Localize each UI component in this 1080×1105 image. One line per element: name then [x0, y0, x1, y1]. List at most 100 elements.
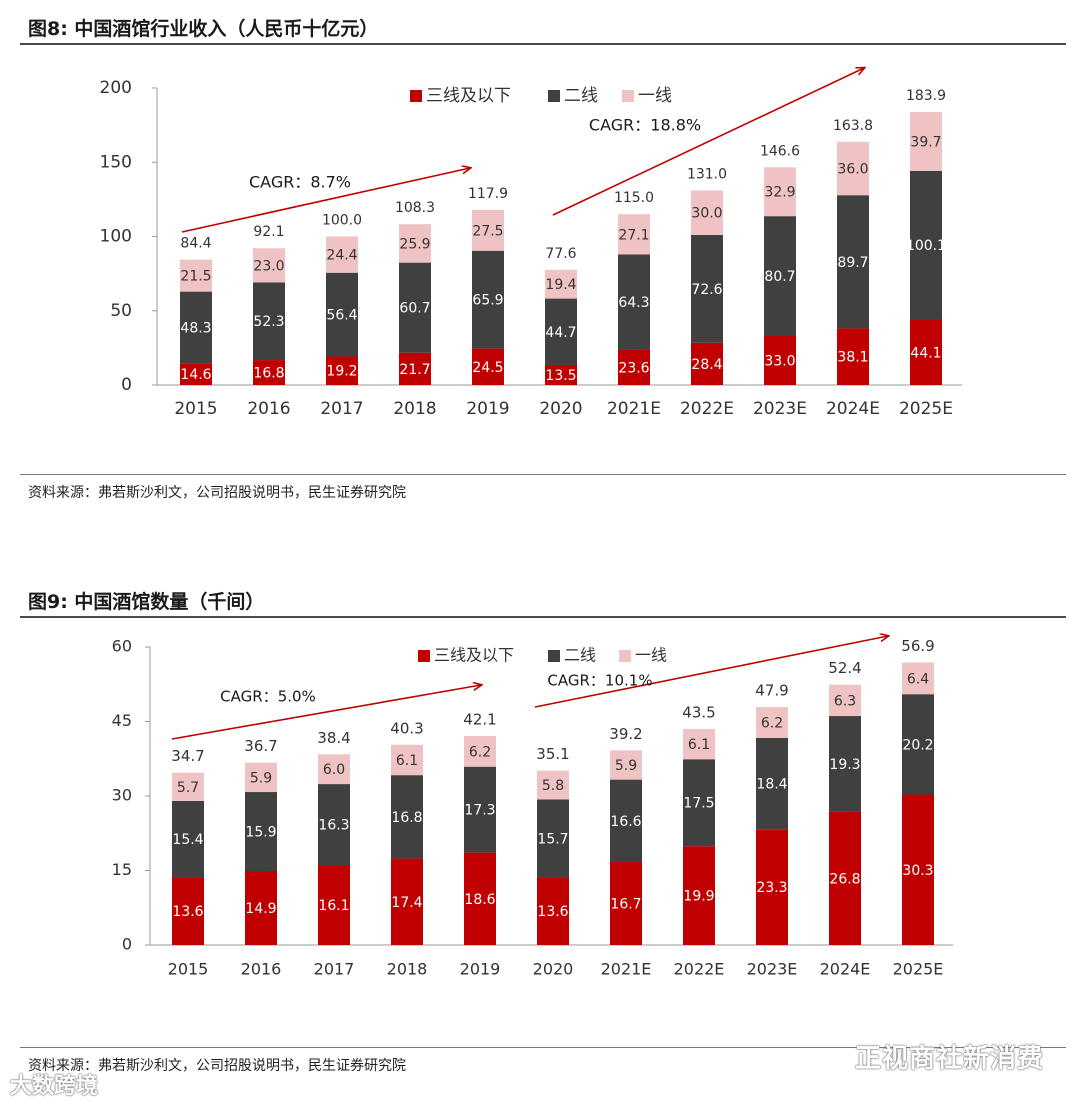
- bar-value-label: 32.9: [764, 185, 795, 201]
- figure9-source: 资料来源：弗若斯沙利文，公司招股说明书，民生证券研究院: [28, 1058, 406, 1074]
- bar-total-label: 34.7: [171, 747, 204, 765]
- x-tick-label: 2017: [320, 399, 363, 419]
- bar-total-label: 146.6: [760, 143, 800, 159]
- bar-value-label: 80.7: [764, 269, 795, 285]
- bar-segment-tier3: [902, 794, 934, 945]
- bar-value-label: 14.9: [245, 901, 276, 917]
- bar-value-label: 89.7: [837, 255, 868, 271]
- bar-total-label: 100.0: [322, 213, 362, 229]
- bar-segment-tier2: [172, 800, 204, 878]
- bar-segment-tier2: [399, 262, 431, 353]
- bar-value-label: 16.7: [610, 897, 641, 913]
- bar-value-label: 18.4: [756, 777, 787, 793]
- bar-value-label: 5.9: [250, 770, 272, 786]
- bar-segment-tier2: [537, 799, 569, 878]
- bar-total-label: 108.3: [395, 200, 435, 216]
- bar-segment-tier1: [683, 728, 715, 760]
- bar-segment-tier1: [829, 684, 861, 717]
- bar-value-label: 17.3: [464, 803, 495, 819]
- bar-total-label: 115.0: [614, 190, 654, 206]
- bar-value-label: 38.1: [837, 350, 868, 366]
- figure9-top-rule: [20, 616, 1066, 618]
- bar-total-label: 131.0: [687, 166, 727, 182]
- bar-segment-tier2: [545, 298, 577, 365]
- bar-value-label: 16.8: [391, 810, 422, 826]
- x-tick-label: 2016: [247, 399, 290, 419]
- bar-segment-tier2: [464, 766, 496, 853]
- y-tick-label: 15: [112, 860, 132, 879]
- bar-segment-tier2: [829, 716, 861, 812]
- bar-value-label: 21.5: [180, 269, 211, 285]
- x-tick-label: 2022E: [680, 399, 734, 419]
- cagr-annotation: CAGR：10.1%: [547, 672, 652, 690]
- cagr-annotation: CAGR：8.7%: [249, 173, 351, 192]
- figure9-title: 图9: 中国酒馆数量（千间）: [28, 591, 265, 613]
- bar-value-label: 23.6: [618, 360, 649, 376]
- bar-total-label: 35.1: [536, 745, 569, 763]
- bar-segment-tier1: [756, 707, 788, 738]
- bar-segment-tier3: [399, 352, 431, 385]
- bar-value-label: 15.9: [245, 825, 276, 841]
- bar-segment-tier3: [683, 846, 715, 945]
- bar-value-label: 19.9: [683, 889, 714, 905]
- bar-segment-tier3: [472, 348, 504, 385]
- legend-label: 一线: [638, 86, 672, 106]
- bar-value-label: 6.1: [688, 737, 710, 753]
- bar-segment-tier3: [172, 877, 204, 945]
- x-tick-label: 2025E: [893, 960, 944, 979]
- bar-value-label: 30.3: [902, 863, 933, 879]
- bar-value-label: 24.4: [326, 248, 357, 264]
- bar-segment-tier3: [180, 363, 212, 385]
- bar-segment-tier2: [910, 170, 942, 320]
- x-tick-label: 2024E: [820, 960, 871, 979]
- bar-segment-tier3: [464, 852, 496, 945]
- bar-segment-tier3: [910, 319, 942, 385]
- bar-segment-tier2: [764, 216, 796, 336]
- cagr-arrow: [552, 68, 864, 216]
- bar-value-label: 48.3: [180, 320, 211, 336]
- x-tick-label: 2021E: [607, 399, 661, 419]
- bar-value-label: 16.8: [253, 366, 284, 382]
- bar-value-label: 30.0: [691, 206, 722, 222]
- bar-value-label: 6.1: [396, 753, 418, 769]
- bar-value-label: 28.4: [691, 357, 722, 373]
- count-stacked-bar-chart: 0 15 30 45 60 13.6 15.4 5.7 34.7 2015 14.9 15.9 5.9 3…: [112, 0, 953, 979]
- legend-swatch-tier3: [418, 650, 430, 662]
- bar-value-label: 5.9: [615, 758, 637, 774]
- bar-value-label: 19.3: [829, 757, 860, 773]
- watermark-right: 正视商社新消费: [854, 1044, 1044, 1074]
- bar-segment-tier3: [756, 829, 788, 945]
- bar-value-label: 44.7: [545, 325, 576, 341]
- bar-segment-tier3: [829, 811, 861, 945]
- bar-segment-tier1: [910, 111, 942, 171]
- bar-segment-tier2: [756, 737, 788, 830]
- bar-segment-tier2: [618, 254, 650, 350]
- cagr-annotation: CAGR：18.8%: [589, 116, 701, 135]
- bar-value-label: 25.9: [399, 236, 430, 252]
- bar-segment-tier1: [391, 744, 423, 776]
- figure8-source: 资料来源：弗若斯沙利文，公司招股说明书，民生证券研究院: [28, 485, 406, 501]
- bar-value-label: 23.3: [756, 880, 787, 896]
- bar-segment-tier2: [318, 784, 350, 866]
- bar-value-label: 14.6: [180, 367, 211, 383]
- bar-segment-tier3: [837, 328, 869, 385]
- bar-segment-tier3: [537, 877, 569, 945]
- bar-segment-tier1: [537, 770, 569, 800]
- x-tick-label: 2022E: [674, 960, 725, 979]
- bar-segment-tier1: [399, 224, 431, 263]
- bar-value-label: 27.5: [472, 223, 503, 239]
- bar-value-label: 20.2: [902, 737, 933, 753]
- bar-segment-tier2: [837, 195, 869, 329]
- bar-total-label: 84.4: [180, 236, 211, 252]
- bar-segment-tier2: [245, 792, 277, 871]
- bar-value-label: 65.9: [472, 293, 503, 309]
- bar-segment-tier1: [545, 269, 577, 299]
- bar-value-label: 13.6: [172, 904, 203, 920]
- x-tick-label: 2023E: [753, 399, 807, 419]
- bar-value-label: 44.1: [910, 345, 941, 361]
- y-tick-label: 60: [112, 637, 132, 656]
- bar-segment-tier1: [764, 167, 796, 217]
- x-tick-label: 2020: [539, 399, 582, 419]
- bar-value-label: 6.4: [907, 671, 929, 687]
- bar-segment-tier2: [472, 250, 504, 349]
